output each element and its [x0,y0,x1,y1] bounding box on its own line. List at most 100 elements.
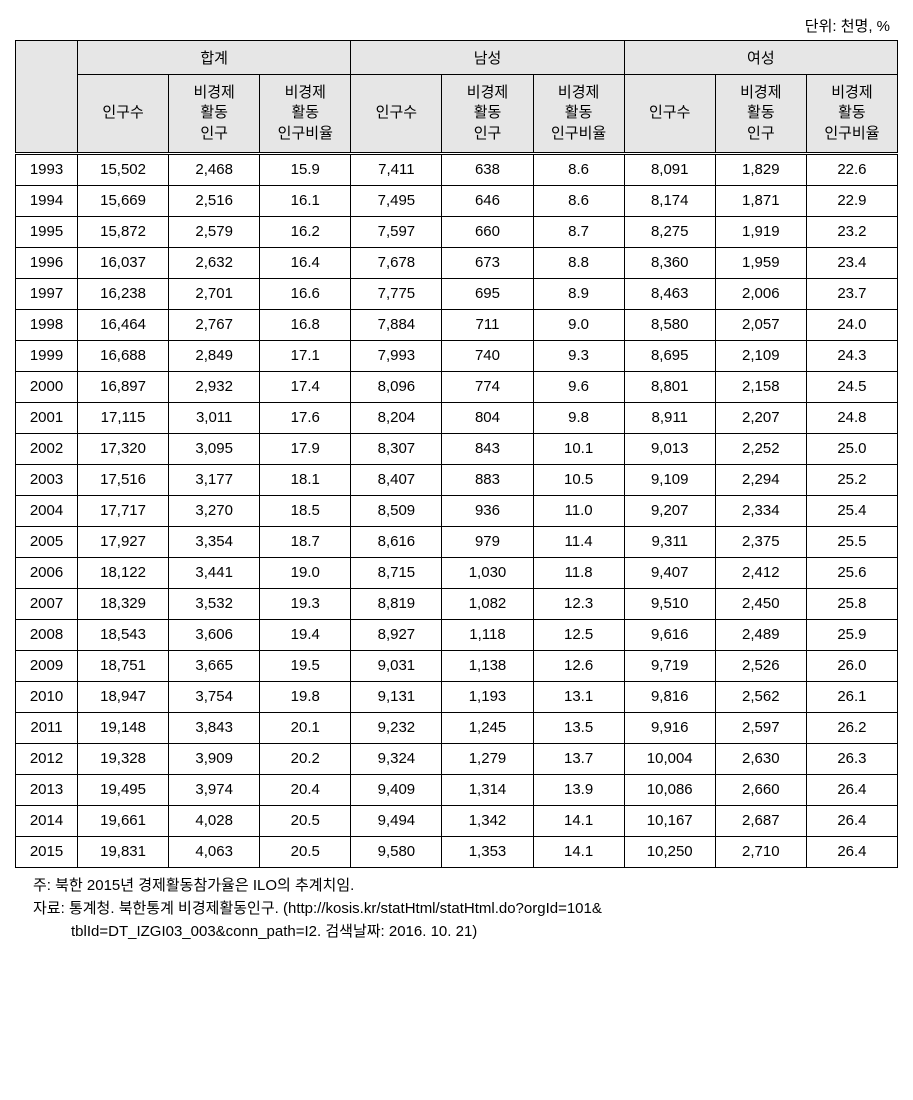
table-cell-female_rate: 25.5 [806,526,897,557]
table-cell-total_inactive: 3,095 [169,433,260,464]
table-cell-female_pop: 8,801 [624,371,715,402]
table-cell-total_inactive: 2,632 [169,247,260,278]
table-cell-total_pop: 16,238 [78,278,169,309]
table-row: 200618,1223,44119.08,7151,03011.89,4072,… [16,557,898,588]
table-cell-total_rate: 16.8 [260,309,351,340]
table-cell-total_pop: 15,872 [78,216,169,247]
table-cell-male_inactive: 883 [442,464,533,495]
table-cell-total_rate: 16.6 [260,278,351,309]
table-cell-year: 1995 [16,216,78,247]
table-cell-male_rate: 8.9 [533,278,624,309]
table-row: 200818,5433,60619.48,9271,11812.59,6162,… [16,619,898,650]
table-cell-male_rate: 8.8 [533,247,624,278]
table-row: 199916,6882,84917.17,9937409.38,6952,109… [16,340,898,371]
source-text-1: 통계청. 북한통계 비경제활동인구. (http://kosis.kr/stat… [69,900,602,917]
table-cell-year: 2012 [16,743,78,774]
table-cell-female_inactive: 1,829 [715,153,806,185]
table-cell-female_pop: 8,174 [624,185,715,216]
table-cell-year: 2015 [16,836,78,867]
header-female-pop: 인구수 [624,75,715,154]
table-body: 199315,5022,46815.97,4116388.68,0911,829… [16,153,898,867]
table-cell-male_pop: 8,819 [351,588,442,619]
table-cell-female_pop: 9,407 [624,557,715,588]
header-male-inactive: 비경제활동인구 [442,75,533,154]
table-cell-year: 1997 [16,278,78,309]
table-cell-year: 1993 [16,153,78,185]
table-cell-total_rate: 16.2 [260,216,351,247]
table-cell-female_rate: 26.4 [806,805,897,836]
table-cell-female_rate: 24.8 [806,402,897,433]
table-cell-female_rate: 26.0 [806,650,897,681]
table-cell-female_rate: 26.3 [806,743,897,774]
table-cell-male_rate: 8.6 [533,153,624,185]
table-cell-female_pop: 9,109 [624,464,715,495]
table-cell-total_inactive: 2,516 [169,185,260,216]
table-row: 201419,6614,02820.59,4941,34214.110,1672… [16,805,898,836]
table-row: 200718,3293,53219.38,8191,08212.39,5102,… [16,588,898,619]
header-total-pop: 인구수 [78,75,169,154]
table-cell-male_inactive: 1,342 [442,805,533,836]
table-cell-male_pop: 7,993 [351,340,442,371]
table-cell-male_pop: 8,307 [351,433,442,464]
header-female-inactive: 비경제활동인구 [715,75,806,154]
header-group-female: 여성 [624,41,897,75]
header-year-blank [16,41,78,154]
table-cell-total_pop: 16,688 [78,340,169,371]
table-cell-female_inactive: 2,294 [715,464,806,495]
table-cell-total_inactive: 3,665 [169,650,260,681]
table-cell-total_inactive: 2,767 [169,309,260,340]
table-cell-total_pop: 19,661 [78,805,169,836]
table-cell-male_rate: 13.1 [533,681,624,712]
table-cell-female_pop: 9,311 [624,526,715,557]
table-row: 199816,4642,76716.87,8847119.08,5802,057… [16,309,898,340]
table-cell-female_inactive: 2,562 [715,681,806,712]
table-cell-female_inactive: 1,959 [715,247,806,278]
table-row: 201018,9473,75419.89,1311,19313.19,8162,… [16,681,898,712]
table-cell-female_rate: 26.1 [806,681,897,712]
table-cell-female_rate: 24.0 [806,309,897,340]
table-cell-total_pop: 18,543 [78,619,169,650]
table-cell-total_rate: 19.3 [260,588,351,619]
table-cell-male_rate: 9.0 [533,309,624,340]
table-cell-male_rate: 13.5 [533,712,624,743]
table-cell-total_pop: 19,495 [78,774,169,805]
table-cell-total_pop: 18,329 [78,588,169,619]
table-cell-total_inactive: 2,701 [169,278,260,309]
table-cell-total_pop: 16,464 [78,309,169,340]
table-cell-male_inactive: 843 [442,433,533,464]
table-cell-female_rate: 25.6 [806,557,897,588]
table-cell-female_pop: 9,616 [624,619,715,650]
footnotes: 주: 북한 2015년 경제활동참가율은 ILO의 추계치임. 자료: 통계청.… [15,874,898,944]
table-cell-male_pop: 7,775 [351,278,442,309]
table-cell-male_inactive: 774 [442,371,533,402]
table-row: 201319,4953,97420.49,4091,31413.910,0862… [16,774,898,805]
table-cell-female_rate: 25.9 [806,619,897,650]
header-male-pop: 인구수 [351,75,442,154]
table-cell-male_inactive: 740 [442,340,533,371]
table-cell-female_rate: 26.4 [806,774,897,805]
table-cell-year: 2013 [16,774,78,805]
table-cell-total_pop: 18,947 [78,681,169,712]
table-cell-total_rate: 18.7 [260,526,351,557]
table-cell-year: 2009 [16,650,78,681]
table-cell-female_rate: 25.2 [806,464,897,495]
table-cell-female_inactive: 2,334 [715,495,806,526]
table-cell-year: 2004 [16,495,78,526]
table-cell-female_inactive: 1,871 [715,185,806,216]
header-total-rate: 비경제활동인구비율 [260,75,351,154]
table-cell-female_inactive: 2,252 [715,433,806,464]
table-cell-year: 1996 [16,247,78,278]
table-cell-female_pop: 9,207 [624,495,715,526]
table-cell-male_rate: 11.4 [533,526,624,557]
footnote-source-line1: 자료: 통계청. 북한통계 비경제활동인구. (http://kosis.kr/… [33,897,898,920]
table-cell-female_pop: 10,167 [624,805,715,836]
table-cell-female_inactive: 2,412 [715,557,806,588]
table-cell-total_rate: 20.5 [260,805,351,836]
footnote-source-line2: tblId=DT_IZGI03_003&conn_path=I2. 검색날짜: … [33,920,898,943]
table-cell-male_inactive: 646 [442,185,533,216]
table-cell-male_inactive: 638 [442,153,533,185]
table-cell-male_rate: 13.7 [533,743,624,774]
table-cell-total_rate: 16.4 [260,247,351,278]
table-cell-total_rate: 17.9 [260,433,351,464]
table-cell-male_rate: 13.9 [533,774,624,805]
